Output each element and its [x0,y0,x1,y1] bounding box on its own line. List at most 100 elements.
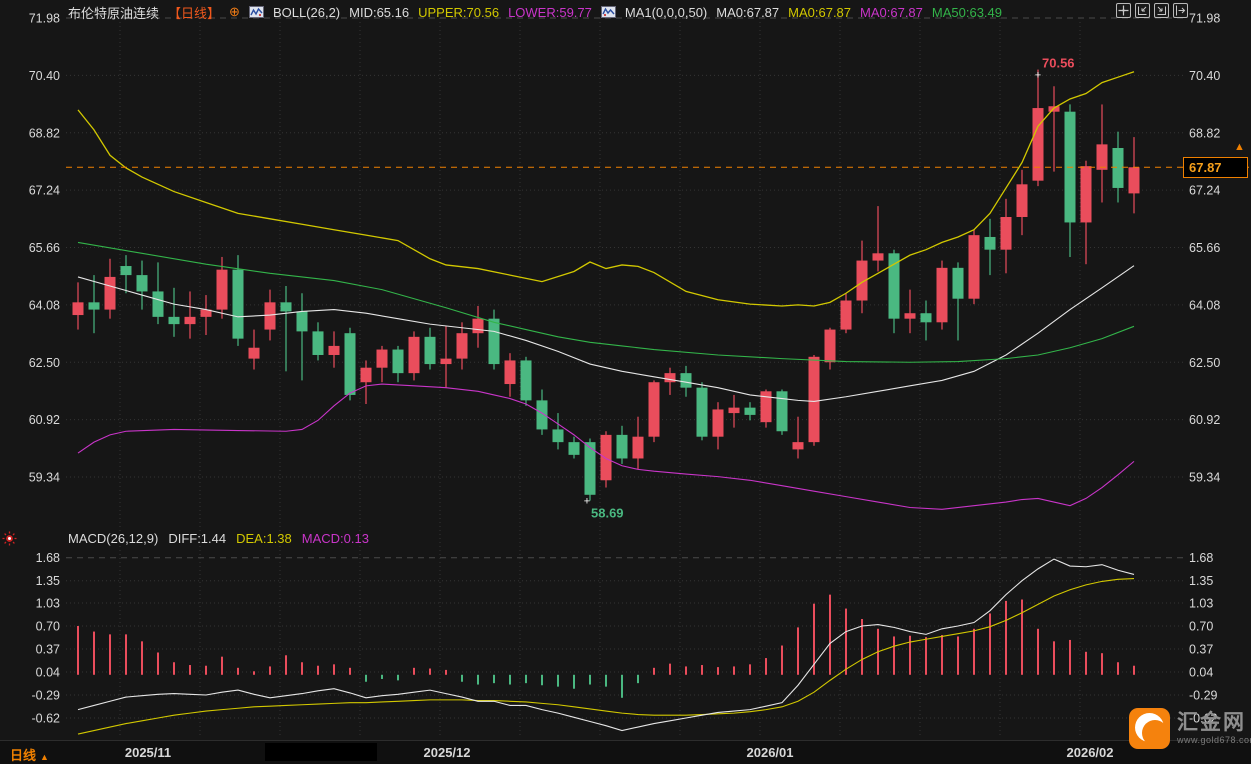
period-tag[interactable]: 【日线】 [168,5,221,21]
candle-body[interactable] [1032,108,1044,181]
scale-right-axis-icon[interactable] [1154,3,1169,18]
candle-body[interactable] [408,336,420,374]
dea-line [77,578,1135,735]
candle-body[interactable] [1096,144,1108,170]
candle-body[interactable] [440,358,452,365]
logo-crescent-icon [1129,708,1170,749]
macd-axis-label-right: 1.68 [1189,551,1213,565]
redaction-box [265,743,377,761]
macd-axis-label-right: 0.70 [1189,620,1213,634]
macd-axis-label-left: 0.37 [36,643,60,657]
candle-body[interactable] [1016,184,1028,217]
candle-body[interactable] [904,313,916,319]
boll-indicator-icon[interactable] [248,6,264,18]
candle-body[interactable] [1128,167,1140,194]
collapse-icon[interactable]: ⊕ [229,4,240,19]
candle-body[interactable] [632,436,644,459]
ma-label: MA1(0,0,0,50) [624,4,708,20]
price-axis-label-left: 60.92 [29,413,60,427]
candle-body[interactable] [376,349,388,368]
shift-right-icon[interactable] [1173,3,1188,18]
candle-body[interactable] [744,407,756,415]
candle-body[interactable] [104,276,116,310]
candle-body[interactable] [584,442,596,495]
candle-body[interactable] [568,442,580,455]
period-selector[interactable]: 日线 ▲ [10,748,49,763]
price-axis-label-left: 59.34 [29,471,60,485]
candle-body[interactable] [120,266,132,276]
candle-body[interactable] [952,267,964,299]
candle-body[interactable] [360,367,372,383]
candle-body[interactable] [936,267,948,323]
site-logo: 汇金网 www.gold678.com [1129,708,1251,749]
macd-axis-label-right: 1.03 [1189,597,1213,611]
candle-body[interactable] [792,442,804,450]
last-price-tag[interactable]: 67.87 [1183,157,1248,178]
candle-body[interactable] [168,316,180,325]
candle-body[interactable] [648,382,660,437]
x-axis-label: 2026/02 [1066,745,1114,760]
candle-body[interactable] [280,302,292,312]
candle-body[interactable] [504,360,516,385]
candle-body[interactable] [216,269,228,310]
candle-body[interactable] [472,318,484,334]
candle-body[interactable] [152,291,164,317]
candle-body[interactable] [1112,148,1124,188]
price-axis-label-right: 60.92 [1189,413,1220,427]
candle-body[interactable] [72,302,84,316]
candle-body[interactable] [200,309,212,317]
candle-body[interactable] [456,333,468,359]
candle-body[interactable] [920,313,932,323]
candle-body[interactable] [808,356,820,443]
candle-body[interactable] [312,331,324,355]
candle-body[interactable] [712,409,724,437]
candle-body[interactable] [136,275,148,292]
candle-body[interactable] [824,329,836,363]
macd-axis-label-left: 1.68 [36,551,60,565]
x-axis-label: 2025/11 [124,745,172,760]
candle-body[interactable] [984,236,996,250]
scale-left-axis-icon[interactable] [1135,3,1150,18]
candle-body[interactable] [88,302,100,310]
candle-body[interactable] [328,345,340,355]
boll-label: BOLL(26,2) [272,4,341,20]
candle-body[interactable] [520,360,532,401]
candle-body[interactable] [856,260,868,301]
indicator-alert-icon[interactable] [2,531,17,551]
macd-axis-label-right: 0.37 [1189,643,1213,657]
symbol-name: 布伦特原油连续 [68,5,160,21]
candle-body[interactable] [392,349,404,374]
candle-body[interactable] [840,300,852,330]
candle-body[interactable] [728,407,740,414]
candle-body[interactable] [600,434,612,481]
candle-body[interactable] [776,391,788,432]
candle-body[interactable] [424,336,436,365]
price-axis-label-left: 68.82 [29,126,60,140]
candle-body[interactable] [616,434,628,459]
candle-body[interactable] [968,235,980,299]
candle-body[interactable] [488,318,500,365]
ma-indicator-icon[interactable] [600,6,616,18]
candle-body[interactable] [888,253,900,319]
candle-body[interactable] [232,269,244,339]
candle-body[interactable] [248,347,260,359]
candle-body[interactable] [344,333,356,395]
high-price-label: 70.56 [1042,56,1075,71]
candle-body[interactable] [184,316,196,325]
candle-body[interactable] [696,387,708,437]
candle-body[interactable] [552,429,564,443]
candle-body[interactable] [760,391,772,423]
candle-body[interactable] [296,311,308,332]
ma50-value: MA50:63.49 [931,4,1002,20]
pan-icon[interactable] [1116,3,1131,18]
candle-body[interactable] [536,400,548,430]
candle-body[interactable] [680,373,692,388]
candle-body[interactable] [1080,166,1092,223]
candle-body[interactable] [1000,216,1012,250]
candle-body[interactable] [264,302,276,330]
candle-body[interactable] [664,373,676,383]
candle-body[interactable] [872,253,884,261]
price-axis-label-right: 68.82 [1189,126,1220,140]
macd-header: MACD(26,12,9) DIFF:1.44 DEA:1.38 MACD:0.… [68,531,369,546]
